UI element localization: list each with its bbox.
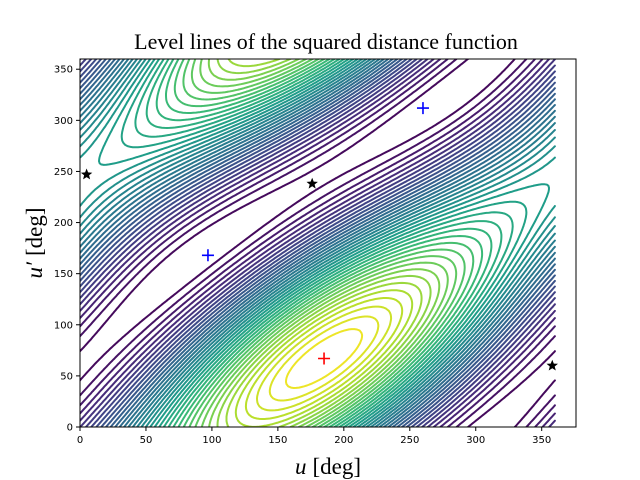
y-tick-label: 350 [54,65,73,76]
contour-level [173,59,475,427]
y-axis-label-var: u′ [22,261,47,279]
y-tick-label: 300 [54,116,73,127]
x-tick-label: 350 [532,435,551,446]
y-tick-label: 100 [54,320,73,331]
contour-level [80,59,556,427]
ticks: 0 50 100 150 200 250 300 350 0 50 100 150 200 250 300 3… [54,65,551,446]
x-tick-label: 150 [268,435,287,446]
contour-level [225,59,423,427]
star-marker [546,359,558,371]
y-tick-label: 150 [54,269,73,280]
plus-marker [318,352,331,365]
contour-level [80,59,556,427]
plus-marker [416,102,429,115]
star-marker [80,168,93,180]
x-tick-label: 250 [400,435,419,446]
contour-level [80,59,556,427]
contour-level [244,297,404,420]
star-marker [306,177,318,189]
contour-level [80,59,556,427]
axes-frame [79,58,577,428]
contour-level [80,59,556,427]
x-tick-label: 0 [77,435,83,446]
contour-lines [80,59,556,427]
contour-level [207,59,441,427]
contour-level [98,59,550,427]
contour-level [80,59,556,427]
contour-level [199,59,449,427]
y-tick-label: 0 [67,423,73,434]
x-tick-label: 100 [202,435,221,446]
chart-title: Level lines of the squared distance func… [134,29,518,54]
contour-level [80,59,556,427]
x-tick-label: 200 [334,435,353,446]
contour-level [234,289,414,427]
contour-level [145,59,503,427]
contour-level [80,59,556,427]
contour-level [120,59,528,427]
y-tick-label: 200 [54,218,73,229]
plus-marker [201,249,214,262]
contour-level [216,59,432,427]
contour-level [165,59,484,427]
contour-level [80,59,556,427]
contour-level [80,59,556,427]
y-axis-label-unit: [deg] [22,207,47,256]
contour-level [80,59,556,427]
contour-level [155,59,493,427]
x-tick-label: 50 [140,435,153,446]
x-axis-label-var: u [295,454,307,479]
y-axis-label: u′ [deg] [22,207,47,278]
x-tick-label: 300 [466,435,485,446]
contour-level [80,59,556,427]
contour-level [268,315,380,402]
contour-level [182,59,466,427]
x-axis-label-unit: [deg] [312,454,361,479]
x-axis-label: u [deg] [295,454,361,479]
contour-level [285,328,364,389]
contour-level [80,59,556,427]
y-tick-label: 250 [54,167,73,178]
contour-level [80,59,556,427]
contour-level [80,59,556,427]
contour-level [256,305,393,412]
y-tick-label: 50 [60,371,73,382]
contour-level [190,59,458,427]
contour-level [80,59,556,427]
markers [80,102,558,371]
